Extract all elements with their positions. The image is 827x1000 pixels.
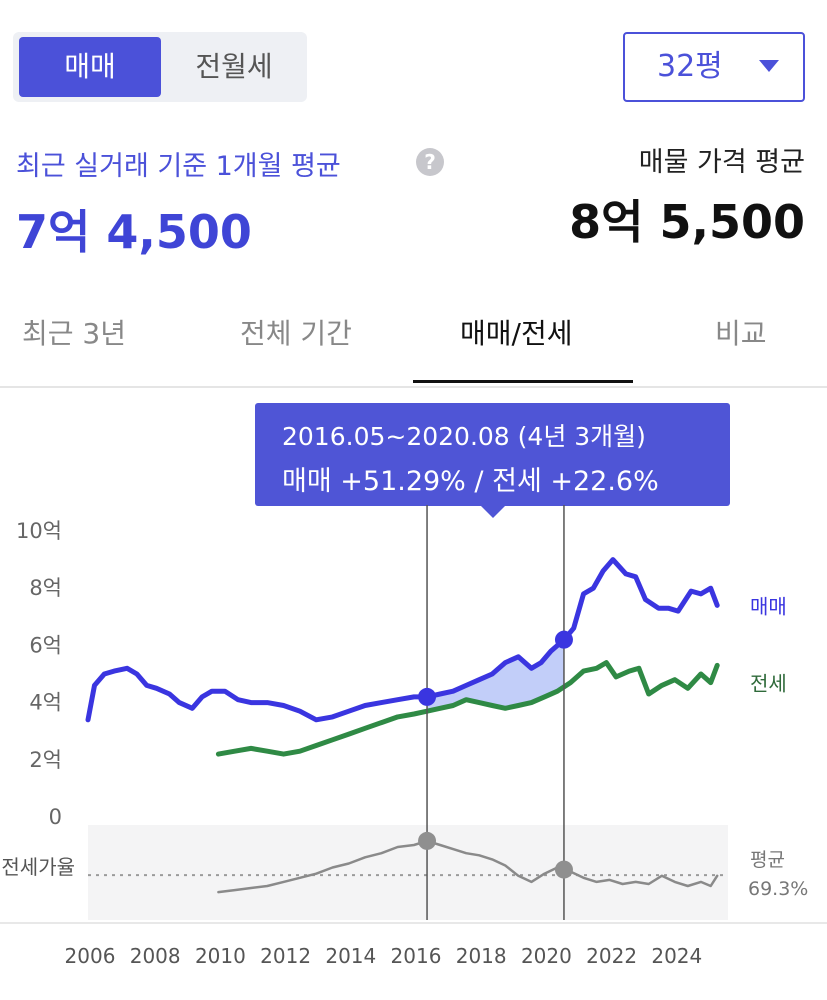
y-tick-label: 6억 [29,633,62,657]
highlight-area [427,639,564,712]
y-tick-label: 4억 [29,691,62,715]
x-tick-label: 2016 [391,944,442,968]
active-tab-underline [413,380,633,383]
series-marker-sale [554,630,573,649]
size-dropdown-value: 32평 [657,49,723,84]
series-marker-sale [418,687,437,706]
series-marker-ratio [418,831,437,850]
y-tick-label: 8억 [29,576,62,600]
series-label-sale: 매매 [750,594,787,618]
ratio-panel-bg [88,825,728,920]
size-dropdown[interactable]: 32평 [623,32,805,102]
tabs-divider [0,386,827,388]
series-line-jeonse [215,660,720,757]
recent-average-label: 최근 실거래 기준 1개월 평균 [16,151,341,182]
y-tick-label: 2억 [29,748,62,772]
ratio-average-value: 69.3% [748,878,808,900]
ratio-axis-label: 전세가율 [1,855,75,879]
listing-average-value: 8억 5,500 [569,195,805,249]
x-tick-label: 2010 [195,944,246,968]
y-tick-label: 0 [49,805,62,829]
listing-average-label: 매물 가격 평균 [638,147,805,178]
range-tooltip: 2016.05~2020.08 (4년 3개월) 매매 +51.29% / 전세… [255,403,730,518]
tooltip-arrow [481,506,505,518]
y-tick-label: 10억 [16,519,62,543]
bottom-divider [0,922,827,924]
series-line-sale [85,557,720,723]
ratio-average-label: 평균 [750,849,785,871]
series-label-jeonse: 전세 [750,672,787,696]
period-tabs: 최근 3년 전체 기간 매매/전세 비교 [0,290,827,388]
trade-type-toggle: 매매 전월세 [13,32,307,102]
price-chart[interactable]: 10억 8억 6억 4억 2억 0 전세가율 2006 2008 2010 2012 2014 2016… [0,505,827,970]
x-tick-label: 2008 [130,944,181,968]
x-tick-label: 2024 [651,944,702,968]
tooltip-change: 매매 +51.29% / 전세 +22.6% [282,466,659,497]
tab-sale-jeonse[interactable]: 매매/전세 [460,317,573,350]
help-icon[interactable]: ? [416,148,444,176]
tab-compare[interactable]: 비교 [715,317,767,350]
x-tick-label: 2020 [521,944,572,968]
x-tick-label: 2022 [586,944,637,968]
x-tick-label: 2006 [65,944,116,968]
series-marker-ratio [554,860,573,879]
x-tick-label: 2018 [456,944,507,968]
sale-toggle-button[interactable]: 매매 [19,37,161,97]
chevron-down-icon [759,60,779,72]
x-tick-label: 2012 [260,944,311,968]
x-tick-label: 2014 [325,944,376,968]
tab-all-period[interactable]: 전체 기간 [240,317,352,350]
series-line-ratio [217,839,719,894]
tooltip-period: 2016.05~2020.08 (4년 3개월) [282,422,646,451]
rent-toggle-button[interactable]: 전월세 [195,50,273,83]
recent-average-value: 7억 4,500 [16,205,252,259]
tab-recent-3y[interactable]: 최근 3년 [22,317,126,350]
